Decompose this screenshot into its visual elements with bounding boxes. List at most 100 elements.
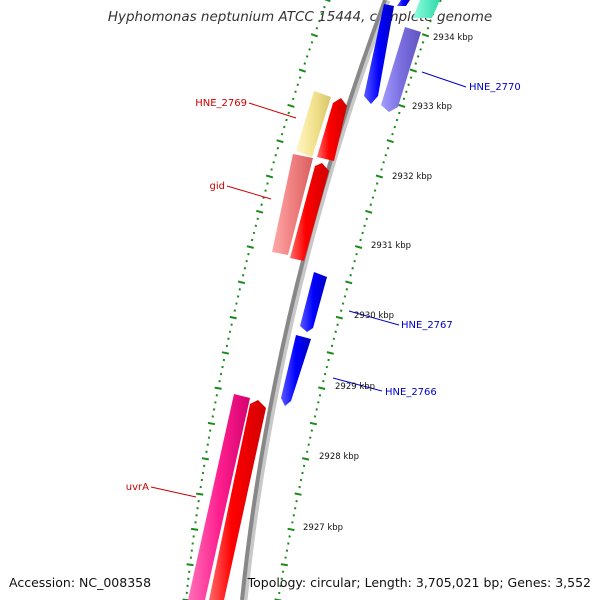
gene-feature-red-lower: [209, 400, 266, 600]
right-tick-track-mark: [421, 41, 425, 44]
right-tick-track-mark: [409, 76, 413, 79]
right-tick-track-mark: [380, 168, 383, 171]
left-tick-track-mark: [283, 125, 286, 129]
left-tick-track-mark: [214, 386, 222, 390]
right-tick-track-mark: [414, 62, 418, 65]
gene-feature-red-upper: [317, 98, 347, 161]
left-tick-track-mark: [320, 12, 324, 16]
left-tick-track-mark: [250, 238, 254, 242]
left-tick-track-mark: [276, 139, 284, 144]
right-tick-track-mark: [302, 464, 306, 468]
left-tick-track-mark: [287, 111, 290, 115]
left-tick-track-mark: [241, 274, 245, 277]
leader-line-hne-2767: [348, 310, 400, 326]
left-tick-track-mark: [270, 168, 273, 171]
gene-feature-gid: [272, 154, 313, 255]
right-tick-track-mark: [351, 267, 354, 270]
right-tick-track-mark: [322, 379, 325, 383]
map-title: Hyphomonas neptunium ATCC 15444, complet…: [107, 9, 493, 25]
leader-line-uvra: [150, 486, 197, 498]
gene-feature-hne-2769: [296, 91, 331, 157]
right-tick-track-mark: [386, 146, 390, 150]
genome-backbone: [240, 0, 387, 600]
gene-label-uvra: uvrA: [126, 482, 149, 493]
gene-feature-blue-upper: [364, 4, 394, 104]
tick-label-2934: 2934 kbp: [433, 33, 473, 43]
right-tick-track-mark: [382, 161, 385, 164]
left-tick-track-mark: [207, 421, 216, 426]
right-tick-track-mark: [294, 492, 302, 496]
label-leader-lines: [150, 71, 467, 498]
left-tick-track-mark: [256, 209, 264, 214]
left-tick-track-mark: [303, 62, 307, 65]
gene-feature-hne-2766: [281, 335, 311, 406]
leader-line-hne-2769: [248, 102, 297, 119]
right-tick-track-mark: [354, 245, 363, 249]
left-tick-track-mark: [287, 103, 295, 108]
leader-line-gid: [226, 185, 272, 200]
right-tick-track-mark: [402, 97, 406, 101]
right-tick-track-mark: [334, 330, 337, 333]
right-tick-track-mark: [375, 174, 383, 179]
left-tick-track-mark: [201, 457, 209, 461]
gene-feature-hne-2767: [300, 272, 327, 332]
left-tick-track-mark: [235, 302, 238, 305]
right-tick-track-mark: [318, 386, 326, 390]
right-tick-track-mark: [416, 55, 420, 58]
tick-label-2933: 2933 kbp: [412, 102, 452, 112]
right-tick-track-mark: [345, 288, 349, 291]
right-tick-track-mark: [309, 436, 312, 439]
left-tick-track-mark: [237, 280, 246, 285]
leader-line-hne-2766: [332, 377, 383, 392]
right-tick-track-mark: [384, 153, 388, 157]
right-tick-track-mark: [336, 323, 339, 326]
left-tick-track-mark: [298, 68, 307, 73]
left-tick-track-mark: [274, 154, 277, 157]
right-tick-track-mark: [349, 274, 352, 277]
tick-label-2928: 2928 kbp: [319, 452, 359, 462]
accession-label: Accession: NC_008358: [9, 575, 152, 590]
right-tick-track-mark: [343, 295, 347, 298]
left-tick-track-mark: [310, 33, 319, 38]
gene-feature-uvra: [188, 394, 250, 600]
right-tick-track-mark: [361, 231, 364, 235]
right-tick-track-mark: [426, 26, 430, 30]
right-tick-track-mark: [398, 111, 401, 115]
gene-feature-hne-2770: [381, 27, 421, 112]
tick-label-2932: 2932 kbp: [392, 172, 432, 182]
right-tick-track-mark: [435, 0, 442, 3]
left-tick-track-mark: [254, 224, 258, 228]
left-tick-track-mark: [324, 0, 331, 3]
left-tick-track-mark: [243, 267, 247, 270]
right-tick-track-mark: [397, 103, 406, 108]
left-tick-track-mark: [221, 351, 230, 355]
left-tick-track-mark: [256, 217, 259, 221]
gene-feature-top-blue: [397, 0, 410, 6]
right-tick-track-mark: [341, 302, 345, 305]
left-tick-track-mark: [323, 5, 326, 9]
right-tick-track-mark: [393, 125, 397, 129]
left-tick-track-mark: [238, 288, 241, 291]
right-tick-track-mark: [409, 68, 418, 73]
left-tick-track-mark: [252, 231, 256, 235]
gene-label-hne-2769: HNE_2769: [195, 98, 247, 109]
tick-label-2927: 2927 kbp: [303, 523, 343, 533]
right-tick-track-mark: [287, 527, 295, 532]
left-tick-track-mark: [285, 118, 288, 122]
right-tick-track-mark: [371, 196, 375, 199]
right-tick-track-mark: [365, 217, 368, 221]
right-tick-track-mark: [326, 351, 334, 355]
right-tick-track-mark: [419, 48, 422, 51]
right-tick-track-mark: [405, 90, 408, 94]
right-tick-track-mark: [429, 19, 432, 23]
tick-label-2930: 2930 kbp: [354, 311, 394, 321]
left-tick-track-mark: [280, 132, 284, 136]
right-tick-track-mark: [395, 118, 399, 122]
left-tick-track-mark: [276, 147, 280, 150]
tick-label-2929: 2929 kbp: [335, 382, 375, 392]
gene-features: [188, 0, 440, 600]
right-tick-track-mark: [330, 344, 334, 348]
left-tick-track-mark: [305, 55, 309, 58]
